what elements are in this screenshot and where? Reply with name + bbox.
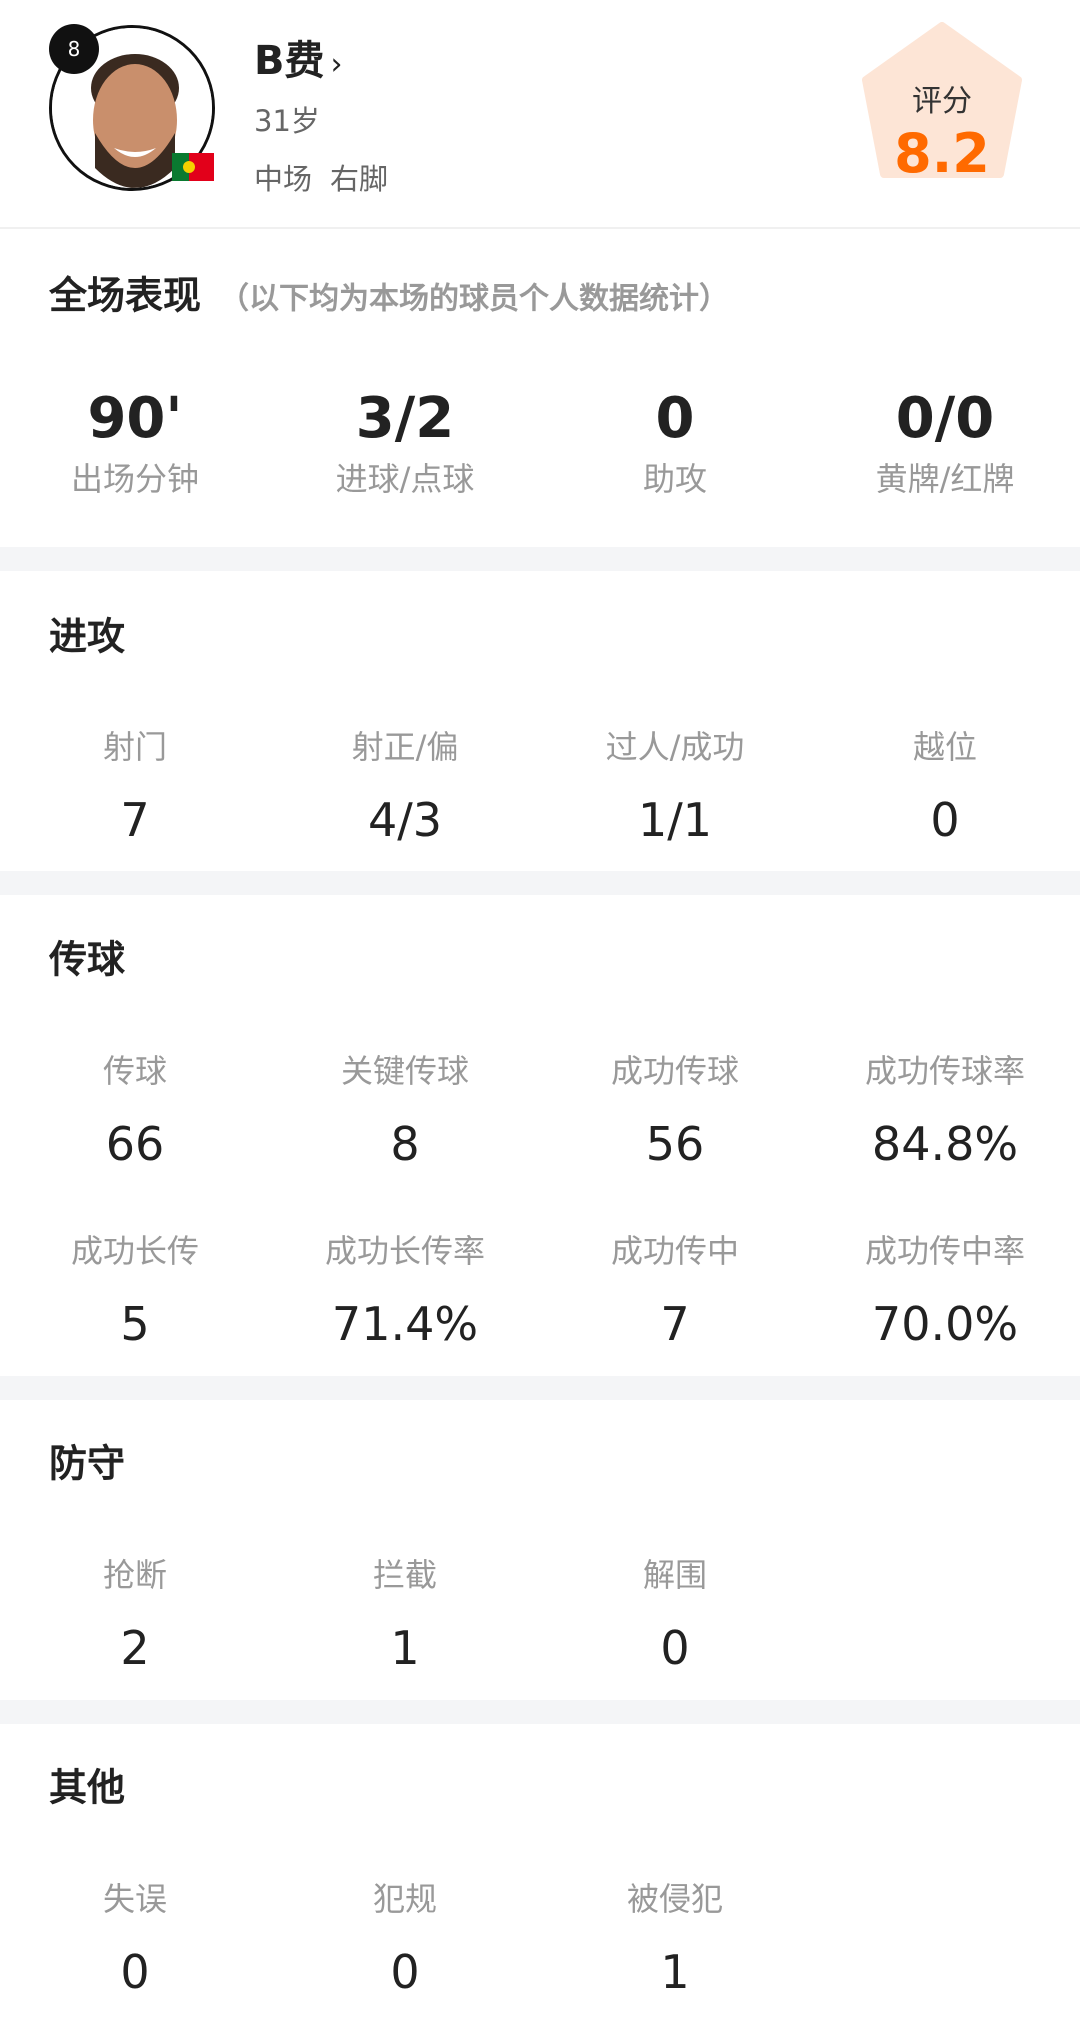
stat-cards: 0/0 黄牌/红牌 <box>810 387 1080 499</box>
stat-cell: 犯规 0 <box>270 1879 540 1999</box>
rating-value: 8.2 <box>894 122 990 185</box>
section-title: 全场表现 （以下均为本场的球员个人数据统计） <box>49 265 729 320</box>
stat-value: 0 <box>660 1621 690 1675</box>
passing-title: 传球 <box>49 937 126 982</box>
stat-label: 失误 <box>102 1880 167 1918</box>
stat-cell: 抢断 2 <box>0 1555 270 1675</box>
stat-cell: 成功传中 7 <box>540 1231 810 1351</box>
stat-label: 传球 <box>102 1052 167 1090</box>
stat-minutes: 90' 出场分钟 <box>0 387 270 499</box>
overview-section: 全场表现 （以下均为本场的球员个人数据统计） 90' 出场分钟 3/2 进球/点球 0… <box>0 229 1080 547</box>
stat-cell: 被侵犯 1 <box>540 1879 810 1999</box>
stat-value: 0 <box>120 1945 150 1999</box>
stat-value: 0 <box>655 386 695 451</box>
stat-label: 进球/点球 <box>335 460 475 498</box>
stat-cell: 射门 7 <box>0 727 270 847</box>
player-age: 31岁 <box>254 104 320 138</box>
other-section: 其他 失误 0 犯规 0 被侵犯 1 <box>0 1724 1080 2034</box>
stat-label: 越位 <box>912 728 977 766</box>
stat-value: 0 <box>930 793 960 847</box>
stat-cell: 失误 0 <box>0 1879 270 1999</box>
stat-cell: 关键传球 8 <box>270 1051 540 1171</box>
overview-subtitle: （以下均为本场的球员个人数据统计） <box>219 281 730 317</box>
stat-label: 成功传球 <box>610 1052 739 1090</box>
stat-label: 成功长传 <box>70 1232 199 1270</box>
player-position-foot: 中场 右脚 <box>254 156 406 198</box>
attack-title: 进攻 <box>49 614 126 659</box>
stat-label: 犯规 <box>372 1880 437 1918</box>
stat-cell: 成功传球率 84.8% <box>810 1051 1080 1171</box>
player-foot: 右脚 <box>330 162 389 196</box>
shirt-number-badge: 8 <box>49 24 99 74</box>
stat-label: 过人/成功 <box>605 728 745 766</box>
section-divider <box>0 1376 1080 1400</box>
portugal-flag-icon <box>172 153 214 181</box>
stat-value: 1/1 <box>637 793 713 847</box>
rating-badge: 评分 8.2 <box>860 22 1024 185</box>
player-position: 中场 <box>254 162 313 196</box>
player-header: 8 B费 › 31岁 中场 右脚 评分 8.2 <box>0 0 1080 229</box>
stat-label: 抢断 <box>102 1556 167 1594</box>
stat-label: 成功传中 <box>610 1232 739 1270</box>
stat-label: 黄牌/红牌 <box>875 460 1015 498</box>
player-name: B费 <box>254 38 325 84</box>
section-divider <box>0 547 1080 571</box>
stat-cell: 射正/偏 4/3 <box>270 727 540 847</box>
pentagon-shape <box>862 22 1022 178</box>
defense-section: 防守 抢断 2 拦截 1 解围 0 <box>0 1400 1080 1700</box>
stat-label: 拦截 <box>372 1556 437 1594</box>
other-title: 其他 <box>49 1765 126 1810</box>
stat-label: 成功长传率 <box>324 1232 485 1270</box>
section-divider <box>0 871 1080 895</box>
stat-cell: 解围 0 <box>540 1555 810 1675</box>
stat-value: 1 <box>390 1621 420 1675</box>
stat-label: 助攻 <box>642 460 707 498</box>
stat-value: 71.4% <box>331 1297 479 1351</box>
stat-label: 射正/偏 <box>351 728 459 766</box>
stat-cell: 成功长传率 71.4% <box>270 1231 540 1351</box>
stat-label: 出场分钟 <box>70 460 199 498</box>
stat-value: 3/2 <box>355 386 455 451</box>
rating-label: 评分 <box>912 84 972 119</box>
stat-cell: 成功长传 5 <box>0 1231 270 1351</box>
attack-section: 进攻 射门 7 射正/偏 4/3 过人/成功 1/1 越位 0 <box>0 571 1080 871</box>
stat-value: 8 <box>390 1117 420 1171</box>
stat-value: 90' <box>87 386 183 451</box>
passing-section: 传球 传球 66 关键传球 8 成功传球 56 成功传球率 84.8% 成功长传 5 成功… <box>0 895 1080 1376</box>
stat-label: 被侵犯 <box>626 1880 723 1918</box>
stat-value: 0 <box>390 1945 420 1999</box>
stat-label: 射门 <box>102 728 167 766</box>
stat-value: 7 <box>120 793 150 847</box>
stat-cell: 拦截 1 <box>270 1555 540 1675</box>
stat-value: 7 <box>660 1297 690 1351</box>
stat-value: 4/3 <box>367 793 443 847</box>
stat-label: 成功传中率 <box>864 1232 1025 1270</box>
stat-value: 1 <box>660 1945 690 1999</box>
section-divider <box>0 1700 1080 1724</box>
stat-cell: 成功传中率 70.0% <box>810 1231 1080 1351</box>
stat-goals: 3/2 进球/点球 <box>270 387 540 499</box>
stat-value: 56 <box>645 1117 705 1171</box>
stat-assists: 0 助攻 <box>540 387 810 499</box>
stat-value: 5 <box>120 1297 150 1351</box>
stat-cell: 成功传球 56 <box>540 1051 810 1171</box>
defense-title: 防守 <box>49 1441 126 1486</box>
overview-title: 全场表现 <box>49 273 202 318</box>
stat-label: 成功传球率 <box>864 1052 1025 1090</box>
stat-value: 2 <box>120 1621 150 1675</box>
stat-value: 66 <box>105 1117 165 1171</box>
stat-label: 解围 <box>642 1556 707 1594</box>
stat-cell: 传球 66 <box>0 1051 270 1171</box>
stat-value: 84.8% <box>871 1117 1019 1171</box>
player-name-link[interactable]: B费 › <box>254 28 343 86</box>
stat-cell: 过人/成功 1/1 <box>540 727 810 847</box>
stat-value: 70.0% <box>871 1297 1019 1351</box>
chevron-right-icon: › <box>330 47 343 82</box>
stat-label: 关键传球 <box>340 1052 469 1090</box>
stat-value: 0/0 <box>895 386 995 451</box>
stat-cell: 越位 0 <box>810 727 1080 847</box>
